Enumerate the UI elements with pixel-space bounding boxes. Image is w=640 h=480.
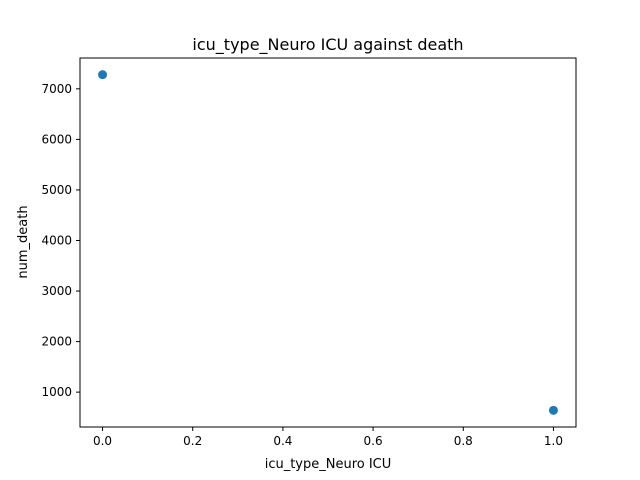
x-tick-label: 1.0 [544, 434, 563, 448]
scatter-point [548, 405, 558, 415]
y-tick-label: 6000 [41, 132, 72, 146]
x-axis-label: icu_type_Neuro ICU [265, 457, 392, 472]
y-tick-label: 3000 [41, 284, 72, 298]
x-tick-label: 0.0 [93, 434, 112, 448]
y-tick-label: 7000 [41, 82, 72, 96]
y-tick-label: 1000 [41, 385, 72, 399]
x-tick-label: 0.8 [454, 434, 473, 448]
chart-title: icu_type_Neuro ICU against death [192, 35, 463, 55]
x-tick-label: 0.4 [273, 434, 292, 448]
y-tick-label: 2000 [41, 335, 72, 349]
y-axis-label: num_death [16, 205, 31, 278]
y-tick-label: 5000 [41, 183, 72, 197]
x-tick-label: 0.2 [183, 434, 202, 448]
y-axis: 1000 2000 3000 4000 5000 6000 7000 [41, 82, 80, 399]
x-tick-label: 0.6 [364, 434, 383, 448]
scatter-point [98, 70, 108, 80]
plot-area [79, 57, 577, 428]
y-tick-label: 4000 [41, 233, 72, 247]
x-axis: 0.0 0.2 0.4 0.6 0.8 1.0 [93, 427, 563, 448]
data-points [98, 70, 558, 415]
